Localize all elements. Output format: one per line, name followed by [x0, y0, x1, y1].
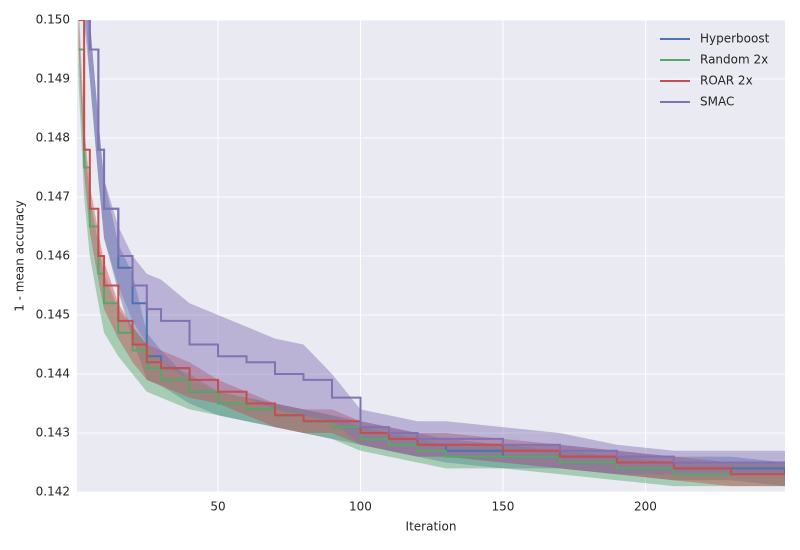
confidence-band	[86, 20, 785, 475]
y-tick-label: 0.147	[36, 190, 70, 204]
y-tick-label: 0.149	[36, 72, 70, 86]
x-tick-label: 100	[349, 500, 372, 514]
y-tick-label: 0.142	[36, 485, 70, 499]
series-line	[78, 20, 785, 476]
legend-label: ROAR 2x	[700, 74, 753, 88]
y-tick-label: 0.148	[36, 131, 70, 145]
y-tick-label: 0.144	[36, 367, 70, 381]
y-axis-label: 1 - mean accuracy	[13, 200, 27, 312]
y-tick-label: 0.150	[36, 13, 70, 27]
plot	[78, 20, 785, 487]
y-tick-label: 0.143	[36, 426, 70, 440]
y-tick-label: 0.146	[36, 249, 70, 263]
series-line	[78, 48, 785, 476]
legend-label: Random 2x	[700, 53, 768, 67]
x-tick-label: 150	[491, 500, 514, 514]
y-tick-label: 0.145	[36, 308, 70, 322]
axes: 0.142 0.143 0.144 0.145 0.146 0.147 0.148 0.149…	[36, 13, 770, 514]
series-line	[88, 20, 785, 464]
legend-label: SMAC	[700, 95, 734, 109]
x-tick-label: 200	[634, 500, 657, 514]
x-tick-label: 50	[210, 500, 225, 514]
x-axis-label: Iteration	[406, 520, 457, 534]
legend-label: Hyperboost	[700, 32, 770, 46]
